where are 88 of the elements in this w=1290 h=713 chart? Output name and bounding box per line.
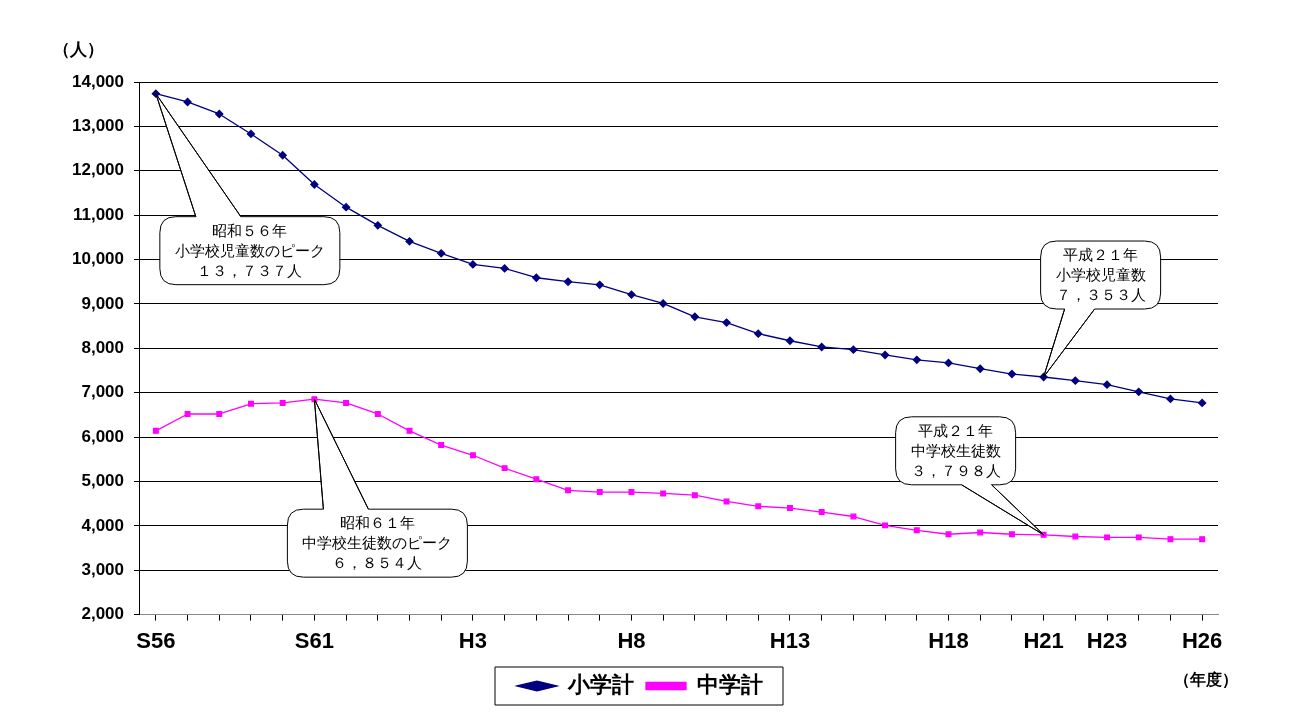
point bbox=[438, 442, 445, 449]
point bbox=[1134, 387, 1143, 396]
point bbox=[785, 336, 795, 345]
y-tick-label: 10,000 bbox=[72, 249, 124, 269]
x-tick-label: H3 bbox=[458, 627, 487, 653]
y-tick-label: 5,000 bbox=[81, 471, 124, 491]
x-tick-label: H8 bbox=[617, 627, 646, 653]
annotation: 平成２１年小学校児童数７，３５３人 bbox=[1055, 245, 1146, 305]
point bbox=[1166, 394, 1175, 404]
x-tick-label: H21 bbox=[1023, 627, 1064, 653]
point bbox=[1135, 534, 1142, 541]
point bbox=[1008, 531, 1015, 538]
point bbox=[279, 399, 286, 406]
x-tick-label: S56 bbox=[136, 627, 176, 653]
legend-label: 小学計 bbox=[567, 672, 634, 698]
point bbox=[1102, 380, 1112, 389]
x-axis-title: （年度） bbox=[1174, 670, 1238, 690]
y-tick-label: 13,000 bbox=[72, 116, 124, 136]
point bbox=[627, 290, 636, 299]
y-tick-label: 11,000 bbox=[72, 204, 124, 224]
point bbox=[595, 280, 604, 289]
point bbox=[1104, 534, 1111, 541]
y-tick-label: 4,000 bbox=[81, 515, 124, 535]
point bbox=[405, 237, 414, 246]
y-tick-label: 7,000 bbox=[81, 382, 124, 402]
point bbox=[723, 498, 730, 505]
point bbox=[468, 260, 478, 269]
annotation: 昭和５６年小学校児童数のピーク１３，７３７人 bbox=[174, 220, 325, 281]
point bbox=[1007, 369, 1017, 379]
point bbox=[690, 312, 699, 321]
y-tick-label: 2,000 bbox=[81, 604, 124, 624]
point bbox=[184, 411, 191, 417]
point bbox=[817, 342, 826, 352]
point bbox=[628, 489, 635, 496]
point bbox=[247, 400, 254, 407]
point bbox=[913, 527, 920, 534]
point bbox=[1199, 536, 1206, 543]
point bbox=[183, 97, 192, 107]
x-tick-label: H26 bbox=[1181, 627, 1223, 653]
point bbox=[278, 151, 287, 160]
point bbox=[818, 509, 825, 516]
y-tick-label: 3,000 bbox=[81, 559, 124, 579]
point bbox=[596, 489, 603, 496]
point bbox=[216, 411, 223, 417]
annotation: 平成２１年中学校生徒数３，７９８人 bbox=[910, 420, 1001, 481]
point bbox=[215, 109, 224, 119]
point bbox=[563, 277, 573, 286]
point bbox=[1198, 398, 1207, 408]
point bbox=[565, 487, 572, 494]
y-tick-label: 8,000 bbox=[81, 337, 124, 357]
point bbox=[501, 465, 508, 472]
legend-label: 中学計 bbox=[697, 672, 763, 698]
point bbox=[469, 452, 476, 459]
x-tick-label: S61 bbox=[294, 627, 334, 653]
y-tick-label: 12,000 bbox=[72, 160, 124, 180]
point bbox=[373, 221, 382, 230]
point bbox=[976, 364, 985, 373]
point bbox=[1071, 376, 1080, 385]
point bbox=[532, 273, 541, 282]
point bbox=[786, 505, 793, 512]
point bbox=[754, 329, 763, 338]
point bbox=[660, 490, 667, 497]
y-axis-title: （人） bbox=[52, 39, 104, 59]
point bbox=[343, 399, 350, 406]
point bbox=[691, 492, 698, 499]
point bbox=[1167, 536, 1174, 543]
y-tick-label: 9,000 bbox=[81, 293, 124, 313]
point bbox=[659, 299, 668, 308]
point bbox=[152, 427, 159, 434]
annotation: 昭和６１年中学校生徒数のピーク６，８５４人 bbox=[302, 513, 453, 574]
point bbox=[755, 503, 762, 510]
point bbox=[374, 411, 381, 417]
point bbox=[882, 522, 889, 529]
point bbox=[849, 345, 858, 354]
point bbox=[912, 355, 921, 364]
x-tick-label: H18 bbox=[928, 627, 969, 653]
point bbox=[533, 476, 540, 483]
point bbox=[341, 203, 351, 212]
point bbox=[246, 129, 256, 139]
point bbox=[437, 249, 446, 258]
point bbox=[722, 318, 731, 327]
point bbox=[880, 350, 890, 360]
y-tick-label: 6,000 bbox=[81, 426, 124, 446]
point bbox=[310, 180, 319, 189]
x-tick-label: H23 bbox=[1086, 627, 1128, 653]
x-tick-label: H13 bbox=[769, 627, 811, 653]
y-tick-label: 14,000 bbox=[72, 71, 124, 91]
point bbox=[500, 264, 509, 273]
